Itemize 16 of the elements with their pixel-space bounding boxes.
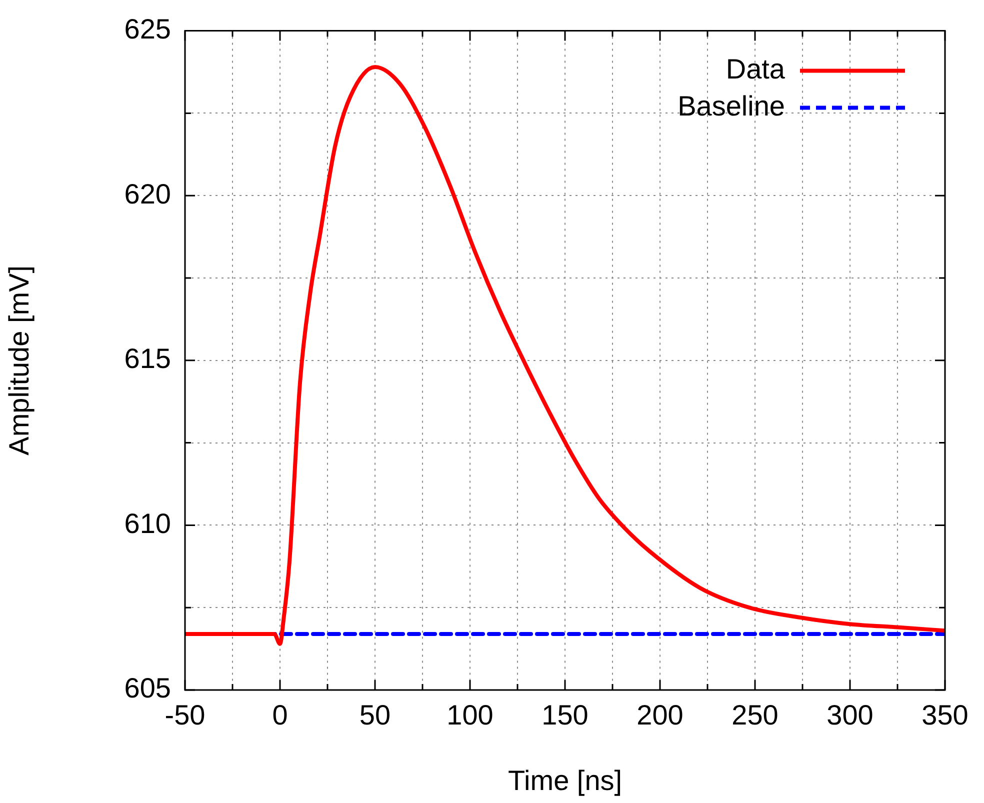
x-axis-title: Time [ns] bbox=[508, 764, 622, 796]
x-tick-label: 0 bbox=[272, 700, 288, 731]
x-tick-label: 250 bbox=[732, 700, 778, 731]
x-tick-label: 200 bbox=[636, 700, 684, 731]
x-tick-label: 150 bbox=[542, 700, 588, 731]
x-tick-label: 350 bbox=[922, 700, 968, 731]
legend-label: Data bbox=[726, 54, 786, 85]
x-tick-label: 300 bbox=[826, 700, 874, 731]
y-tick-label: 615 bbox=[124, 343, 171, 374]
x-tick-label: 100 bbox=[446, 700, 494, 731]
legend-label: Baseline bbox=[678, 90, 785, 122]
y-tick-label: 625 bbox=[124, 14, 171, 45]
x-tick-label: 50 bbox=[359, 700, 391, 731]
y-axis-title: Amplitude [mV] bbox=[4, 265, 35, 456]
y-tick-label: 610 bbox=[124, 508, 171, 539]
y-tick-label: 620 bbox=[124, 178, 171, 210]
